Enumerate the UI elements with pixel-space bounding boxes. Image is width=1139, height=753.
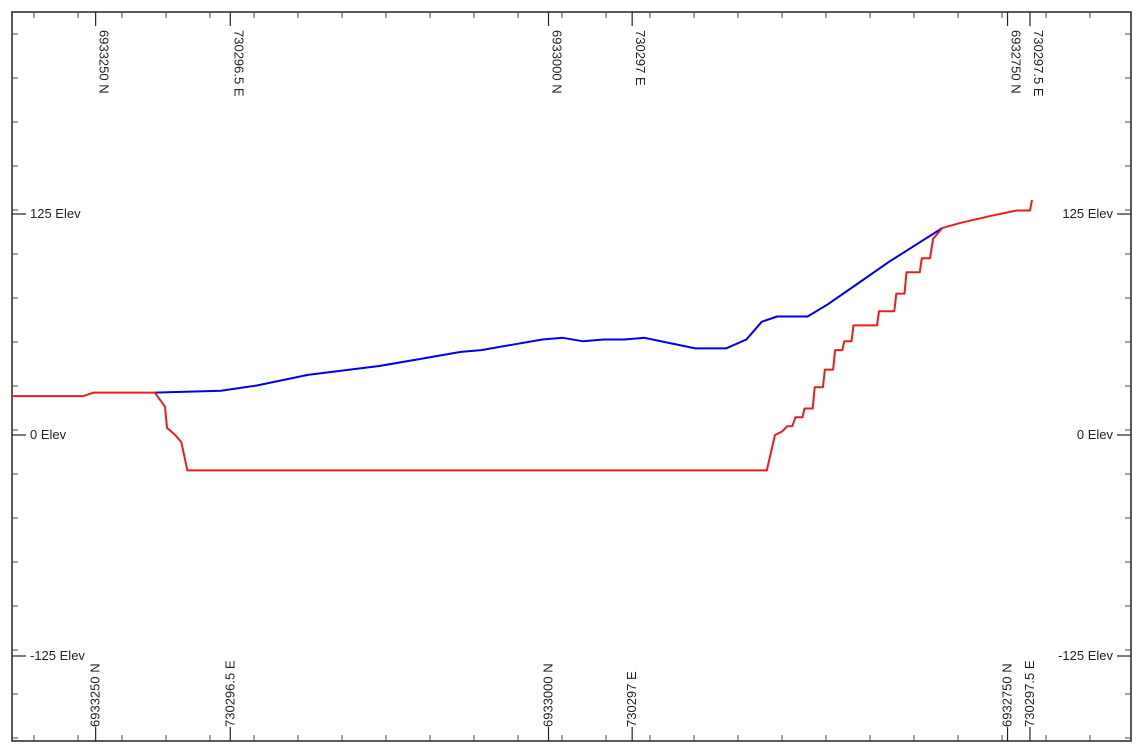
marker-label-bottom: 730296.5 E <box>222 660 237 727</box>
elev-label-left: -125 Elev <box>30 648 85 663</box>
elev-label-left: 125 Elev <box>30 206 81 221</box>
plot-frame <box>11 11 1132 742</box>
marker-label-top: 6933000 N <box>550 30 565 94</box>
elev-label-right: -125 Elev <box>1058 648 1113 663</box>
elev-label-left: 0 Elev <box>30 427 67 442</box>
marker-label-top: 730296.5 E <box>231 30 246 97</box>
marker-label-top: 6933250 N <box>97 30 112 94</box>
marker-label-top: 730297.5 E <box>1031 30 1046 97</box>
profile-line-1 <box>154 227 943 394</box>
marker-label-bottom: 6933000 N <box>541 663 556 727</box>
marker-label-bottom: 6933250 N <box>88 663 103 727</box>
marker-label-bottom: 730297.5 E <box>1022 660 1037 727</box>
profile-line-2 <box>12 199 1033 472</box>
marker-label-bottom: 6932750 N <box>1000 663 1015 727</box>
marker-label-top: 6932750 N <box>1009 30 1024 94</box>
elev-label-right: 0 Elev <box>1077 427 1114 442</box>
marker-label-top: 730297 E <box>633 30 648 86</box>
marker-label-bottom: 730297 E <box>624 671 639 727</box>
elev-label-right: 125 Elev <box>1062 206 1113 221</box>
